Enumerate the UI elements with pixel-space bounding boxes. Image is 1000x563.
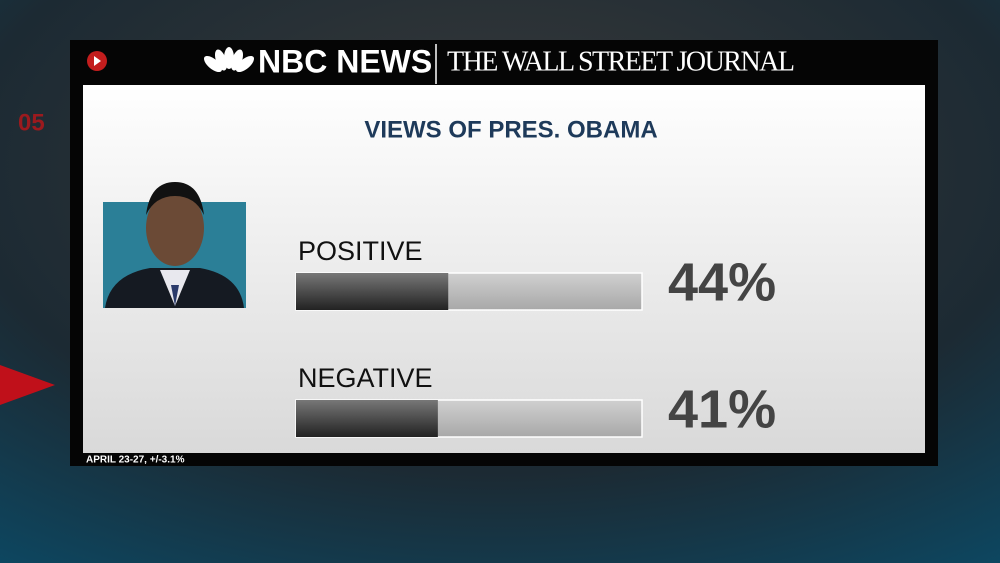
footnote: APRIL 23-27, +/-3.1% <box>86 455 185 466</box>
bar <box>296 400 438 437</box>
category-label: NEGATIVE <box>298 363 433 393</box>
category-label: POSITIVE <box>298 236 423 266</box>
play-triangle <box>94 56 101 66</box>
photo <box>103 182 246 308</box>
value-label: 44% <box>668 252 776 312</box>
peacock-logo <box>203 47 255 73</box>
network-logo: NBC NEWS <box>258 43 432 79</box>
partner-logo: THE WALL STREET JOURNAL <box>447 46 795 77</box>
background-arrow <box>0 365 55 405</box>
bar <box>296 273 449 310</box>
background-text: 05 <box>18 109 45 136</box>
value-label: 41% <box>668 379 776 439</box>
chart-title: VIEWS OF PRES. OBAMA <box>364 116 657 143</box>
